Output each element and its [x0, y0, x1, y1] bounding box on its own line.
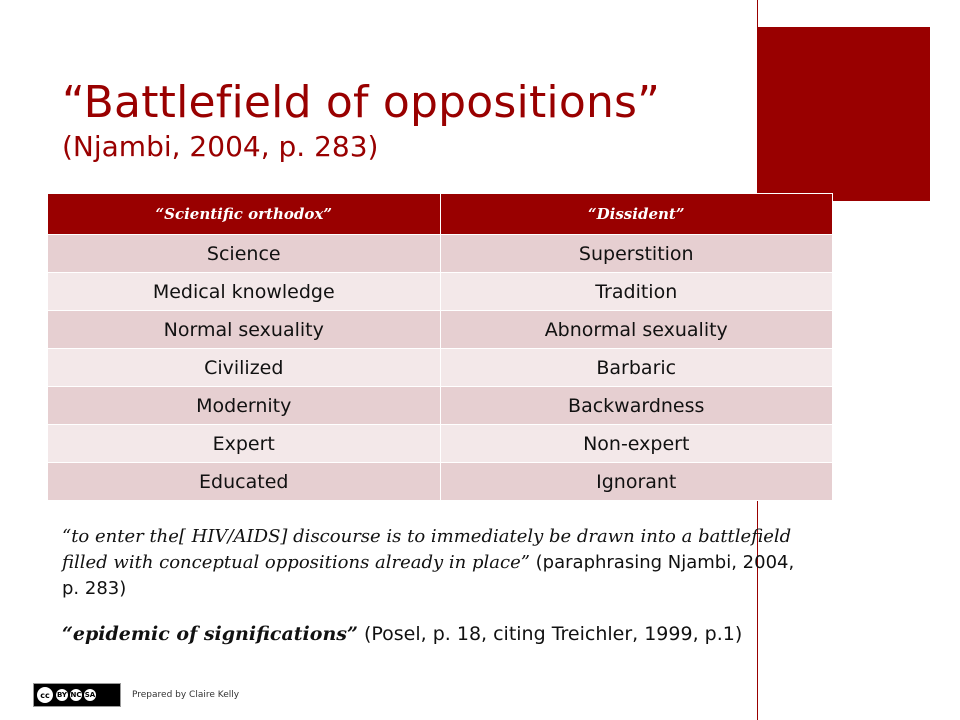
table-cell: Non-expert [439, 424, 833, 463]
table-cell: Science [47, 234, 441, 273]
header-dissident: “Dissident” [439, 193, 833, 235]
slide-subtitle: (Njambi, 2004, p. 283) [62, 130, 379, 163]
table-row: Normal sexuality Abnormal sexuality [47, 310, 833, 349]
table-cell: Backwardness [439, 386, 833, 425]
header-scientific-orthodox: “Scientific orthodox” [47, 193, 441, 235]
accent-box [757, 27, 930, 201]
table-cell: Civilized [47, 348, 441, 387]
table-cell: Normal sexuality [47, 310, 441, 349]
quote-njambi: “to enter the[ HIV/AIDS] discourse is to… [62, 524, 802, 602]
sa-icon: SA [84, 689, 96, 701]
slide-title: “Battlefield of oppositions” [62, 77, 661, 128]
table-cell: Educated [47, 462, 441, 501]
table-row: Science Superstition [47, 234, 833, 273]
table-row: Medical knowledge Tradition [47, 272, 833, 311]
table-cell: Expert [47, 424, 441, 463]
table-cell: Abnormal sexuality [439, 310, 833, 349]
table-row: Modernity Backwardness [47, 386, 833, 425]
cc-icon: cc [37, 687, 53, 703]
footer-credit: Prepared by Claire Kelly [132, 690, 240, 700]
quote-njambi-citation: (paraphrasing Njambi, 2004, p. 283) [62, 552, 795, 599]
table-row: Civilized Barbaric [47, 348, 833, 387]
quote-treichler: “epidemic of significations” (Posel, p. … [62, 621, 902, 647]
cc-by-nc-sa-icon: cc BY NC SA [33, 683, 121, 707]
table-cell: Ignorant [439, 462, 833, 501]
quote-treichler-text: “epidemic of significations” [62, 623, 358, 645]
table-cell: Barbaric [439, 348, 833, 387]
table-row: Educated Ignorant [47, 462, 833, 501]
table-cell: Superstition [439, 234, 833, 273]
table-cell: Modernity [47, 386, 441, 425]
quote-njambi-text: “to enter the[ HIV/AIDS] discourse is to… [62, 526, 792, 573]
nc-icon: NC [70, 689, 82, 701]
table-cell: Medical knowledge [47, 272, 441, 311]
table-header-row: “Scientific orthodox” “Dissident” [47, 193, 833, 235]
quote-treichler-citation: (Posel, p. 18, citing Treichler, 1999, p… [357, 623, 743, 645]
title-block: “Battlefield of oppositions” (Njambi, 20… [62, 78, 742, 164]
by-icon: BY [56, 689, 68, 701]
table-row: Expert Non-expert [47, 424, 833, 463]
oppositions-table: “Scientific orthodox” “Dissident” Scienc… [47, 193, 833, 501]
table-cell: Tradition [439, 272, 833, 311]
